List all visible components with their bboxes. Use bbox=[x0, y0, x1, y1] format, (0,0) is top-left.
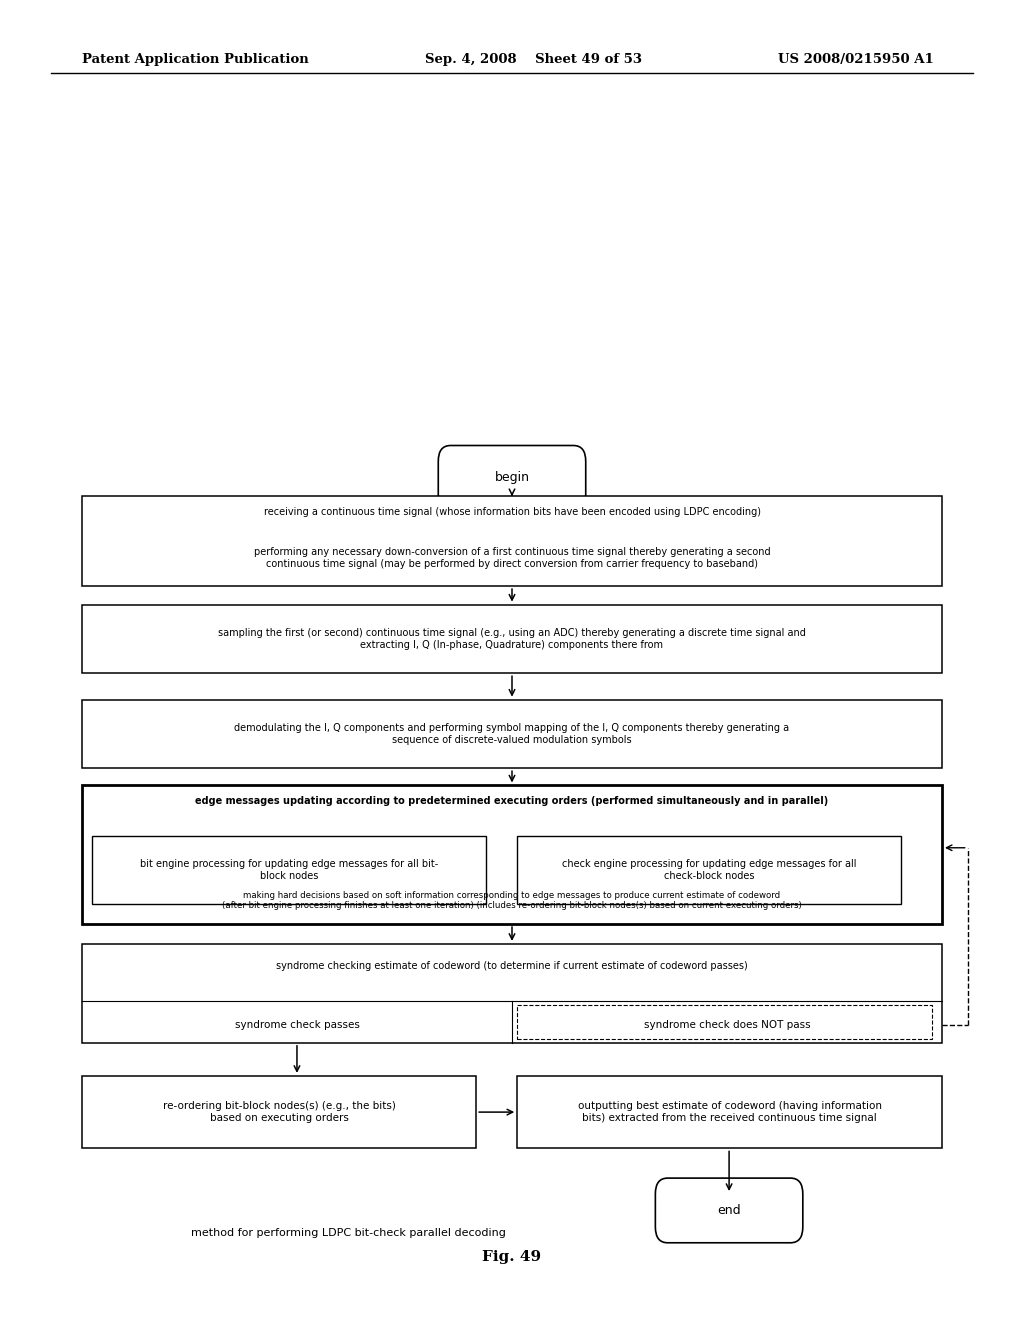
Bar bbox=[517, 1076, 942, 1148]
Bar bbox=[92, 836, 486, 904]
Text: performing any necessary down-conversion of a first continuous time signal there: performing any necessary down-conversion… bbox=[254, 546, 770, 569]
Bar bbox=[82, 785, 942, 924]
Bar bbox=[82, 700, 942, 768]
Text: demodulating the I, Q components and performing symbol mapping of the I, Q compo: demodulating the I, Q components and per… bbox=[234, 723, 790, 744]
FancyBboxPatch shape bbox=[655, 1177, 803, 1243]
Bar bbox=[94, 528, 930, 582]
Text: Fig. 49: Fig. 49 bbox=[482, 1250, 542, 1263]
Text: outputting best estimate of codeword (having information
bits) extracted from th: outputting best estimate of codeword (ha… bbox=[578, 1101, 882, 1123]
Bar bbox=[82, 496, 942, 586]
Text: Patent Application Publication: Patent Application Publication bbox=[82, 53, 308, 66]
Bar bbox=[82, 944, 942, 1043]
Bar bbox=[82, 605, 942, 673]
Text: check engine processing for updating edge messages for all
check-block nodes: check engine processing for updating edg… bbox=[562, 859, 856, 880]
Text: method for performing LDPC bit-check parallel decoding: method for performing LDPC bit-check par… bbox=[190, 1228, 506, 1238]
Bar bbox=[82, 1076, 476, 1148]
Text: edge messages updating according to predetermined executing orders (performed si: edge messages updating according to pred… bbox=[196, 796, 828, 807]
Text: syndrome check does NOT pass: syndrome check does NOT pass bbox=[644, 1020, 810, 1030]
Bar bbox=[517, 1006, 932, 1039]
Text: making hard decisions based on soft information corresponding to edge messages t: making hard decisions based on soft info… bbox=[222, 891, 802, 909]
Text: receiving a continuous time signal (whose information bits have been encoded usi: receiving a continuous time signal (whos… bbox=[263, 507, 761, 517]
Text: re-ordering bit-block nodes(s) (e.g., the bits)
based on executing orders: re-ordering bit-block nodes(s) (e.g., th… bbox=[163, 1101, 395, 1123]
Text: US 2008/0215950 A1: US 2008/0215950 A1 bbox=[778, 53, 934, 66]
FancyBboxPatch shape bbox=[438, 445, 586, 510]
Text: end: end bbox=[717, 1204, 741, 1217]
Text: sampling the first (or second) continuous time signal (e.g., using an ADC) there: sampling the first (or second) continuou… bbox=[218, 628, 806, 649]
Text: Sep. 4, 2008    Sheet 49 of 53: Sep. 4, 2008 Sheet 49 of 53 bbox=[425, 53, 642, 66]
Text: begin: begin bbox=[495, 471, 529, 484]
Bar bbox=[517, 836, 901, 904]
Text: syndrome checking estimate of codeword (to determine if current estimate of code: syndrome checking estimate of codeword (… bbox=[276, 961, 748, 972]
Text: syndrome check passes: syndrome check passes bbox=[234, 1020, 359, 1030]
Text: bit engine processing for updating edge messages for all bit-
block nodes: bit engine processing for updating edge … bbox=[140, 859, 438, 880]
